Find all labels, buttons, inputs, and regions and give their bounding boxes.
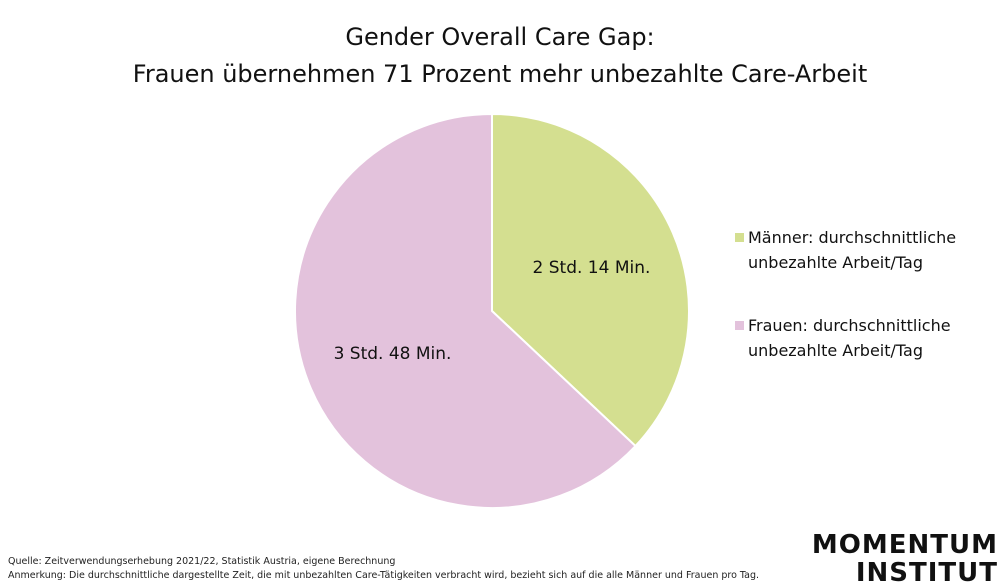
legend-swatch [735, 233, 744, 242]
note: Anmerkung: Die durchschnittliche dargest… [8, 570, 760, 581]
chart-title: Gender Overall Care Gap: [345, 23, 654, 51]
logo: MOMENTUM [811, 530, 998, 560]
pie-slice [294, 112, 637, 509]
logo: INSTITUT [855, 558, 998, 588]
chart-subtitle: Frauen übernehmen 71 Prozent mehr unbeza… [133, 60, 867, 88]
legend-label: Männer: durchschnittliche unbezahlte Arb… [748, 228, 957, 272]
legend-label: Frauen: durchschnittliche unbezahlte Arb… [748, 316, 951, 360]
data-label: 2 Std. 14 Min. [533, 258, 651, 278]
source: Quelle: Zeitverwendungserhebung 2021/22,… [8, 556, 396, 567]
legend-item: Frauen: durchschnittliche unbezahlte Arb… [735, 313, 988, 363]
legend-item: Männer: durchschnittliche unbezahlte Arb… [735, 225, 988, 275]
data-label: 3 Std. 48 Min. [334, 344, 452, 364]
legend-swatch [735, 321, 744, 330]
pie-slice [491, 112, 690, 448]
